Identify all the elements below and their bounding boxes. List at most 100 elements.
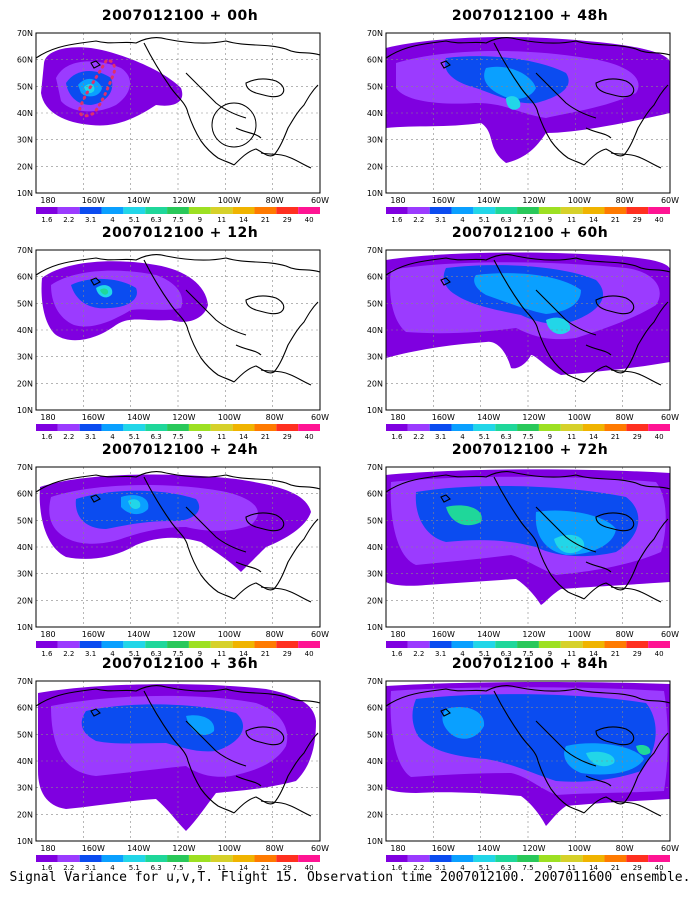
coastline — [583, 518, 669, 600]
colorbar-label: 6.3 — [501, 216, 512, 223]
colorbar-swatch — [298, 207, 320, 214]
colorbar-swatch — [473, 207, 496, 214]
colorbar-label: 2.2 — [413, 216, 424, 223]
lat-tick-label: 60N — [17, 56, 33, 65]
colorbar-label: 21 — [611, 433, 620, 440]
lat-tick-label: 50N — [17, 82, 33, 91]
colorbar-label: 6.3 — [151, 216, 162, 223]
colorbar-label: 40 — [655, 864, 664, 871]
colorbar-label: 2.2 — [63, 216, 74, 223]
colorbar-label: 14 — [239, 433, 248, 440]
colorbar-swatch — [517, 424, 539, 431]
colorbar-label: 29 — [283, 216, 292, 223]
coastline — [235, 127, 262, 139]
colorbar-swatch — [79, 424, 102, 431]
variance-map: 70N 60N 50N 40N 30N 20N 10N 180 160W 140W 120W 100W… — [17, 29, 329, 223]
colorbar-swatch — [517, 207, 539, 214]
colorbar-label: 5.1 — [129, 433, 140, 440]
colorbar-label: 2.2 — [413, 650, 424, 657]
lon-tick-label: 80W — [616, 630, 634, 639]
coastline — [385, 685, 517, 707]
colorbar-label: 40 — [655, 650, 664, 657]
lat-tick-label: 30N — [17, 784, 33, 793]
colorbar-swatch — [36, 424, 58, 431]
colorbar-swatch — [254, 641, 277, 648]
lon-tick-label: 120W — [172, 844, 195, 853]
colorbar-label: 21 — [611, 650, 620, 657]
colorbar-swatch — [188, 207, 211, 214]
lon-tick-label: 160W — [432, 413, 455, 422]
lon-tick-label: 60W — [661, 630, 679, 639]
colorbar-label: 11 — [217, 216, 226, 223]
colorbar-label: 21 — [261, 864, 270, 871]
colorbar-label: 4 — [110, 864, 115, 871]
colorbar-swatch — [386, 855, 408, 862]
colorbar-label: 2.2 — [63, 864, 74, 871]
colorbar-swatch — [57, 207, 80, 214]
lon-tick-label: 140W — [477, 413, 500, 422]
lat-tick-label: 10N — [367, 837, 383, 846]
lat-tick-label: 70N — [17, 463, 33, 472]
colorbar-swatch — [429, 424, 452, 431]
coastline — [493, 476, 585, 600]
coastline — [90, 277, 101, 286]
colorbar-swatch — [495, 424, 518, 431]
plot-area — [35, 249, 321, 411]
lon-tick-label: 100W — [218, 413, 241, 422]
colorbar-label: 40 — [305, 433, 314, 440]
coastline — [595, 726, 635, 746]
lon-tick-label: 180 — [390, 630, 405, 639]
coastline — [440, 60, 451, 69]
colorbar-label: 3.1 — [85, 216, 96, 223]
coastline — [245, 78, 285, 98]
lon-tick-label: 160W — [432, 844, 455, 853]
coastline — [515, 686, 671, 704]
lat-tick-label: 40N — [367, 109, 383, 118]
coastline — [610, 152, 662, 169]
colorbar-swatch — [276, 207, 299, 214]
lat-tick-label: 20N — [17, 379, 33, 388]
colorbar-swatch — [538, 207, 561, 214]
lat-tick-label: 50N — [367, 299, 383, 308]
panel-title: 2007012100 + 24h — [101, 442, 259, 458]
colorbar-swatch — [57, 424, 80, 431]
colorbar-label: 21 — [611, 216, 620, 223]
colorbar-label: 1.6 — [391, 433, 403, 440]
colorbar-swatch — [626, 424, 649, 431]
variance-map: 70N 60N 50N 40N 30N 20N 10N 180 160W 140W 120W 100W… — [367, 246, 679, 440]
colorbar-label: 11 — [567, 216, 576, 223]
colorbar-label: 5.1 — [479, 864, 490, 871]
colorbar-swatch — [626, 641, 649, 648]
coastline — [585, 775, 612, 787]
lat-tick-label: 30N — [17, 570, 33, 579]
lat-tick-label: 20N — [17, 162, 33, 171]
colorbar-label: 6.3 — [151, 650, 162, 657]
colorbar-label: 21 — [261, 650, 270, 657]
colorbar-label: 3.1 — [435, 433, 446, 440]
colorbar-label: 1.6 — [41, 433, 53, 440]
colorbar-swatch — [254, 424, 277, 431]
lat-tick-label: 70N — [367, 29, 383, 38]
lat-tick-label: 70N — [17, 29, 33, 38]
colorbar-swatch — [429, 641, 452, 648]
colorbar-label: 4 — [460, 216, 465, 223]
lon-tick-label: 180 — [390, 413, 405, 422]
colorbar-label: 6.3 — [151, 433, 162, 440]
coastline — [35, 685, 167, 707]
plot-frame — [385, 32, 671, 194]
coastline — [583, 301, 669, 383]
colorbar-label: 6.3 — [501, 864, 512, 871]
lon-tick-label: 80W — [616, 196, 634, 205]
coastline — [515, 38, 671, 56]
colorbar-swatch — [495, 207, 518, 214]
colorbar-label: 29 — [283, 433, 292, 440]
colorbar-label: 2.2 — [413, 864, 424, 871]
colorbar-swatch — [276, 641, 299, 648]
colorbar-label: 5.1 — [479, 433, 490, 440]
lon-tick-label: 140W — [127, 630, 150, 639]
colorbar-label: 11 — [217, 864, 226, 871]
colorbar-label: 2.2 — [413, 433, 424, 440]
colorbar-label: 29 — [633, 864, 642, 871]
colorbar-label: 14 — [589, 864, 598, 871]
colorbar-label: 14 — [239, 650, 248, 657]
